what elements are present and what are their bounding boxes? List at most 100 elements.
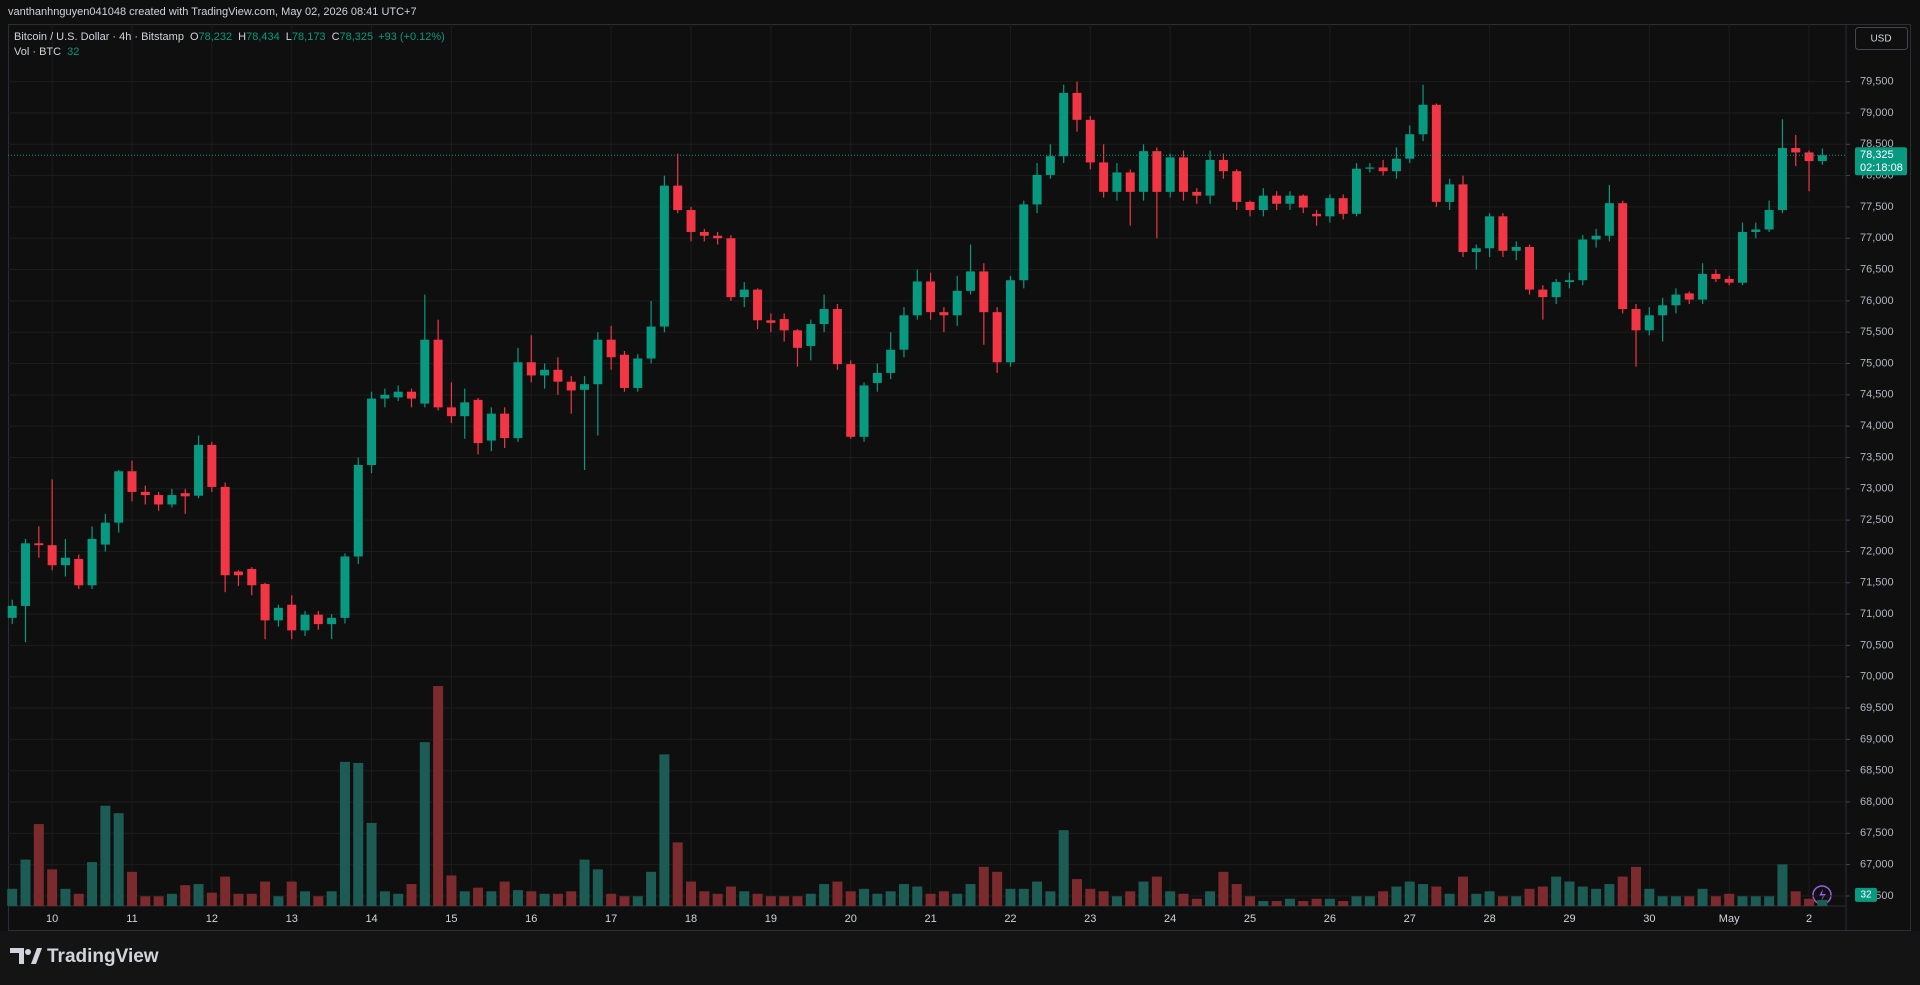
volume-bar [832, 881, 843, 906]
y-tick-label: 70,000 [1860, 671, 1894, 683]
candle-body [606, 339, 616, 358]
volume-bar [872, 893, 883, 906]
volume-bar [339, 761, 350, 906]
x-tick-label: 22 [1004, 913, 1016, 925]
volume-bar [166, 893, 177, 906]
volume-bar [273, 896, 284, 906]
y-tick-label: 75,000 [1860, 357, 1894, 369]
volume-bar [1165, 891, 1176, 906]
countdown-label: 02:18:08 [1860, 162, 1903, 174]
x-tick-label: 29 [1563, 913, 1575, 925]
candle-body [273, 607, 283, 621]
volume-bar [566, 891, 577, 906]
volume-bar [1284, 898, 1295, 906]
volume-bar [126, 871, 137, 906]
volume-value: 32 [67, 46, 79, 58]
volume-bar [153, 896, 164, 906]
volume-bar [486, 891, 497, 906]
volume-bar [1298, 901, 1309, 906]
brand: TradingView [47, 946, 159, 967]
volume-bar [60, 888, 71, 906]
candle-body [1218, 159, 1228, 172]
candle-body [87, 538, 97, 586]
y-tick-label: 70,500 [1860, 639, 1894, 651]
candle-body [127, 471, 137, 492]
volume-bar [33, 824, 44, 906]
candle-body [912, 281, 922, 316]
volume-bar [1604, 884, 1615, 906]
y-tick-label: 75,500 [1860, 326, 1894, 338]
candle-body [486, 413, 496, 441]
volume-bar [1817, 899, 1828, 906]
volume-bar [1271, 901, 1282, 906]
volume-bar [1218, 871, 1229, 906]
volume-name: Vol · BTC [14, 46, 61, 58]
volume-bar [1617, 876, 1628, 906]
candle-body [1378, 167, 1388, 172]
candle-body [979, 271, 989, 313]
y-tick-label: 76,500 [1860, 263, 1894, 275]
volume-bar [73, 893, 84, 906]
candle-body [247, 568, 257, 586]
volume-bar [1697, 888, 1708, 906]
candle-body [513, 362, 523, 439]
volume-bar [1724, 893, 1735, 906]
candle-body [1298, 195, 1308, 208]
y-tick-label: 74,000 [1860, 420, 1894, 432]
volume-bar [845, 891, 856, 906]
legend-key: C [332, 31, 340, 43]
legend-value: 78,232 [199, 31, 233, 43]
volume-box [1855, 887, 1877, 902]
x-tick-label: 23 [1084, 913, 1096, 925]
x-tick-label: 20 [845, 913, 857, 925]
volume-bar [965, 884, 976, 906]
x-tick-label: May [1719, 913, 1740, 925]
candle-body [1511, 247, 1521, 251]
x-tick-label: 27 [1404, 913, 1416, 925]
currency: USD [1870, 34, 1891, 45]
volume-bar [539, 893, 550, 906]
volume-bar [579, 859, 590, 906]
volume-bar [140, 896, 151, 906]
volume-bar [952, 893, 963, 906]
volume-bar [1750, 896, 1761, 906]
candle-body [939, 312, 949, 316]
candle-body [1631, 309, 1641, 331]
volume-bar [87, 862, 98, 906]
candle-body [540, 369, 550, 376]
candle-body [473, 399, 483, 444]
x-tick-label: 25 [1244, 913, 1256, 925]
legend-key: O [190, 31, 199, 43]
x-tick-label: 11 [126, 913, 137, 925]
y-tick-label: 74,500 [1860, 389, 1894, 401]
volume-bar [1471, 893, 1482, 906]
volume-bar [992, 871, 1003, 906]
candle-body [966, 271, 976, 291]
volume-bar [100, 805, 111, 906]
candle-body [1791, 148, 1801, 153]
currency-button[interactable] [1855, 27, 1908, 50]
volume-bar [1005, 888, 1016, 906]
candle-body [207, 444, 217, 487]
candle-body [1431, 104, 1441, 202]
candle-body [1099, 162, 1109, 192]
y-tick-label: 71,000 [1860, 608, 1894, 620]
candle-body [646, 326, 656, 359]
candle-body [327, 617, 337, 625]
y-tick-label: 67,500 [1860, 827, 1894, 839]
y-tick-label: 68,500 [1860, 765, 1894, 777]
candle-body [992, 312, 1002, 363]
candle-body [7, 605, 17, 618]
candle-body [1751, 229, 1761, 232]
y-tick-label: 72,000 [1860, 545, 1894, 557]
candle-body [140, 491, 150, 496]
volume-bar [1431, 886, 1442, 906]
volume-bar [1710, 896, 1721, 906]
volume-bar [366, 822, 377, 906]
candle-body [367, 398, 377, 465]
volume-bar [938, 891, 949, 906]
volume-bar [1258, 901, 1269, 906]
volume-bar [113, 813, 124, 906]
candle-body [553, 369, 563, 382]
